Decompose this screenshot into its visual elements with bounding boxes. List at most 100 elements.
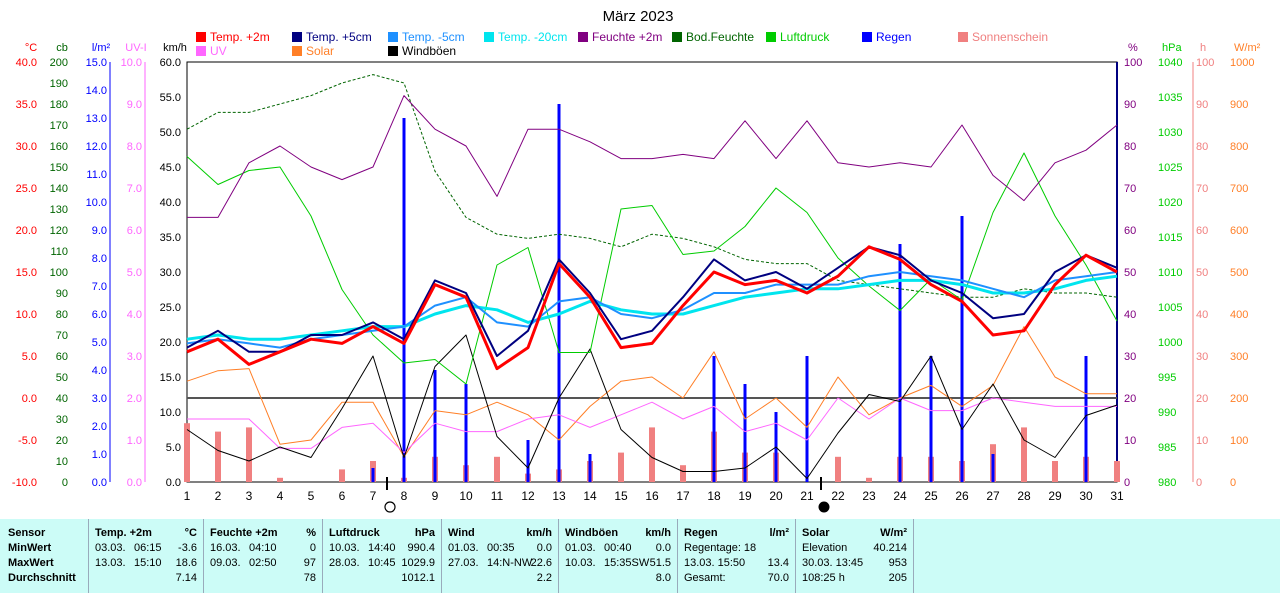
axis-tick-label: 995 (1158, 372, 1176, 384)
axis-tick-label: 5.0 (22, 351, 37, 363)
axis-unit-label: % (1128, 42, 1138, 54)
axis-tick-label: 160 (50, 141, 68, 153)
series-line-temp-5cm (186, 245, 1118, 357)
axis-tick-label: 985 (1158, 442, 1176, 454)
stat-temp-max-value: 18.6 (175, 557, 197, 569)
axis-tick-label: 8.0 (127, 141, 142, 153)
stat-solar-elevation-label: Elevation (802, 542, 848, 554)
axis-tick-label: 200 (1230, 393, 1248, 405)
rain-bar (960, 216, 964, 482)
axis-tick-label: 0 (1230, 477, 1236, 489)
stat-wind-min-time: 00:35 (487, 542, 515, 554)
axis-unit-label: h (1200, 42, 1206, 54)
axis-tick-label: 0 (1196, 477, 1202, 489)
axis-tick-label: 40.0 (160, 197, 181, 209)
legend-label: Windböen (402, 44, 456, 58)
axis-tick-label: 12.0 (86, 141, 107, 153)
stat-solar-avg-value: 205 (888, 572, 907, 584)
stat-solar-hours: 108:25 h (802, 572, 845, 584)
rain-bar (464, 384, 468, 482)
axis-tick-label: 0 (1124, 477, 1130, 489)
stat-luftdruck-max-value: 1029.9 (401, 557, 435, 569)
axis-unit-label: W/m² (1234, 42, 1261, 54)
axis-tick-label: 10.0 (121, 57, 142, 69)
legend-swatch (292, 32, 302, 42)
stat-feuchte-min-value: 0 (309, 542, 316, 554)
legend-label: Feuchte +2m (592, 30, 662, 44)
rain-bar (371, 468, 375, 482)
axis-tick-label: 5.0 (92, 337, 107, 349)
axis-tick-label: 140 (50, 183, 68, 195)
legend-label: Temp. +5cm (306, 30, 372, 44)
stat-wind-max-date: 27.03. (448, 557, 479, 569)
x-tick-label: 24 (893, 489, 907, 503)
legend-label: UV (210, 44, 227, 58)
axis-unit-label: l/m² (92, 42, 111, 54)
axis-unit-label: UV-I (125, 42, 146, 54)
axis-tick-label: 60 (1196, 225, 1208, 237)
weather-chart: März 2023 Temp. +2m Temp. +5cm Temp. -5cm T… (12, 8, 1261, 513)
axis-tick-label: 10 (56, 456, 68, 468)
rain-bar (588, 454, 592, 482)
sunshine-bar (494, 456, 500, 482)
x-tick-label: 22 (831, 489, 845, 503)
stat-temp-header: Temp. +2m (95, 527, 152, 539)
axis-tick-label: 55.0 (160, 92, 181, 104)
legend-label: Sonnenschein (972, 30, 1048, 44)
axis-tick-label: 900 (1230, 99, 1248, 111)
x-tick-label: 31 (1110, 489, 1124, 503)
axis-tick-label: 1.0 (127, 435, 142, 447)
legend-swatch (388, 32, 398, 42)
axis-tick-label: 1.0 (92, 449, 107, 461)
axis-tick-label: 10.0 (16, 309, 37, 321)
legend-swatch (196, 32, 206, 42)
legend-label: Solar (306, 44, 334, 58)
stat-row-label: Durchschnitt (8, 572, 76, 584)
sunshine-bar (1114, 461, 1120, 482)
sunshine-bar (215, 431, 221, 482)
axis-tick-label: 20 (56, 435, 68, 447)
stat-luftdruck-max-date: 28.03. (329, 557, 360, 569)
stat-temp-min-value: -3.6 (178, 542, 197, 554)
stat-feuchte-max-value: 97 (303, 557, 316, 569)
axis-tick-label: 25.0 (160, 302, 181, 314)
x-tick-label: 15 (614, 489, 628, 503)
axis-tick-label: 1040 (1158, 57, 1182, 69)
axis-tick-label: 300 (1230, 351, 1248, 363)
axis-tick-label: 990 (1158, 407, 1176, 419)
axis-tick-label: 1000 (1230, 57, 1254, 69)
series-line-windb-en (186, 334, 1118, 479)
rain-bar (526, 440, 530, 482)
axis-tick-label: 30.0 (160, 267, 181, 279)
axis-tick-label: 80 (1196, 141, 1208, 153)
axis-tick-label: 7.0 (92, 281, 107, 293)
axis-tick-label: 1015 (1158, 232, 1182, 244)
stat-regen-unit: l/m² (769, 527, 789, 539)
stat-luftdruck-header: Luftdruck (329, 527, 380, 539)
axis-tick-label: 0.0 (92, 477, 107, 489)
stat-solar-max-datetime: 30.03. 13:45 (802, 557, 864, 569)
sunshine-bar (1052, 461, 1058, 482)
legend-swatch (672, 32, 682, 42)
legend-label: Bod.Feuchte (686, 30, 754, 44)
x-tick-label: 1 (184, 489, 191, 503)
x-tick-label: 23 (862, 489, 876, 503)
axis-tick-label: 40 (1196, 309, 1208, 321)
axis-tick-label: 1025 (1158, 162, 1182, 174)
axis-tick-label: 110 (50, 246, 68, 258)
axis-tick-label: 60 (56, 351, 68, 363)
stat-wind-min-value: 0.0 (536, 542, 552, 554)
axis-tick-label: 60 (1124, 225, 1136, 237)
axis-tick-label: 8.0 (92, 253, 107, 265)
sunshine-bar (184, 423, 190, 482)
axis-tick-label: 800 (1230, 141, 1248, 153)
stat-regen-total-value: 70.0 (767, 572, 789, 584)
x-tick-label: 29 (1048, 489, 1062, 503)
axis-tick-label: 35.0 (160, 232, 181, 244)
stat-regen-total-label: Gesamt: (684, 572, 726, 584)
axis-tick-label: 40 (1124, 309, 1136, 321)
sunshine-bar (277, 477, 283, 482)
stat-wind-unit: km/h (526, 527, 552, 539)
axis-unit-label: °C (25, 42, 37, 54)
axis-tick-label: 6.0 (92, 309, 107, 321)
